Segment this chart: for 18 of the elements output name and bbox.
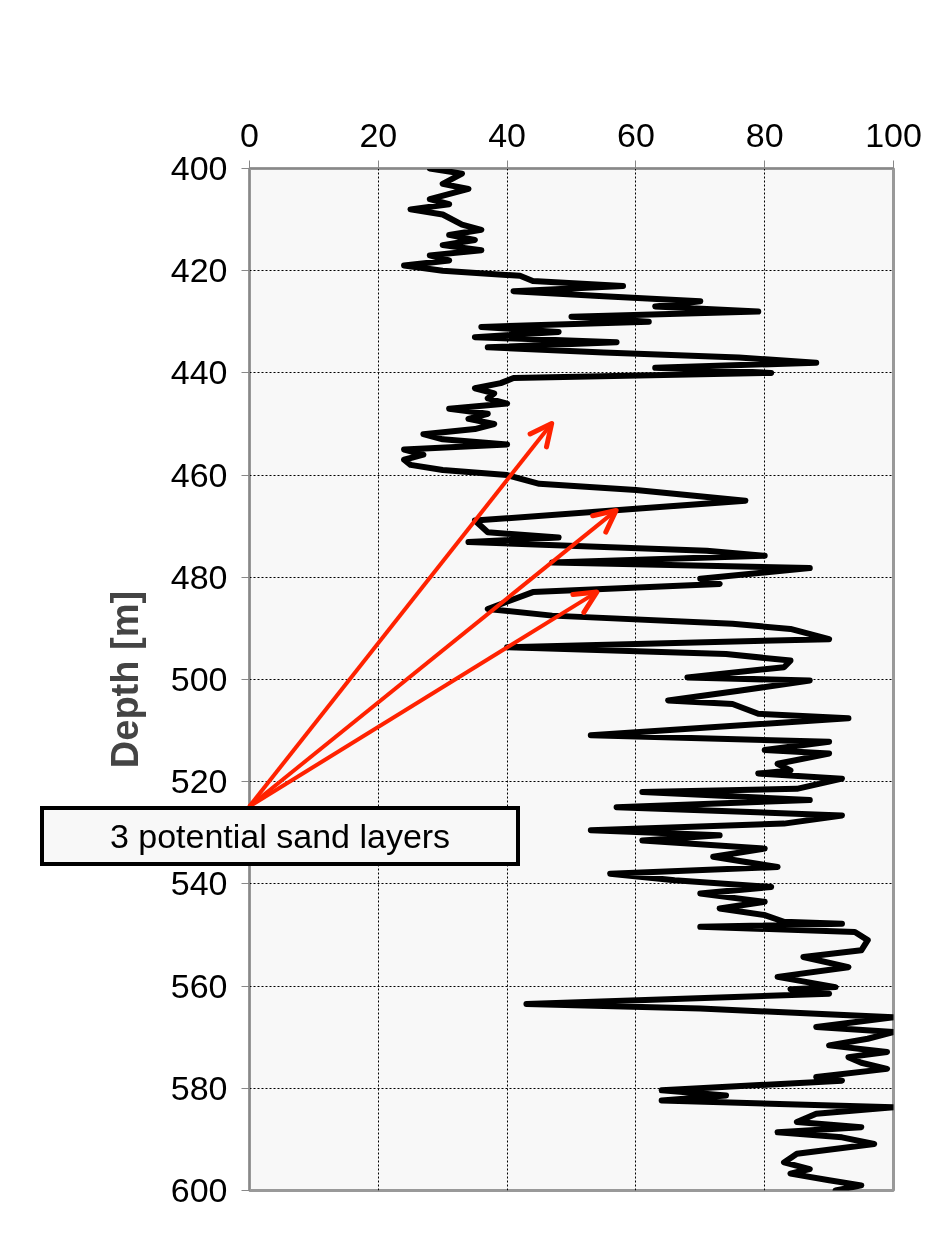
y-tick-label: 440 [170,353,228,392]
y-tick-label: 600 [170,1171,228,1209]
y-axis-title: Depth [m] [103,590,146,769]
y-tick-label: 520 [170,762,228,801]
x-tick-label: 80 [745,115,784,154]
x-tick-label: 100 [865,115,922,154]
x-tick-label: 40 [488,115,527,154]
x-tick-label: 20 [359,115,398,154]
y-tick-label: 460 [170,455,228,494]
y-tick-label: 480 [170,557,228,596]
x-tick-label: 60 [616,115,655,154]
y-tick-label: 400 [170,149,228,187]
y-tick-label: 500 [170,660,228,698]
y-tick-label: 580 [170,1068,228,1107]
x-tick-label: 0 [240,115,259,154]
y-tick-label: 420 [170,251,228,290]
y-tick-label: 540 [170,864,228,903]
y-tick-label: 560 [170,966,228,1005]
